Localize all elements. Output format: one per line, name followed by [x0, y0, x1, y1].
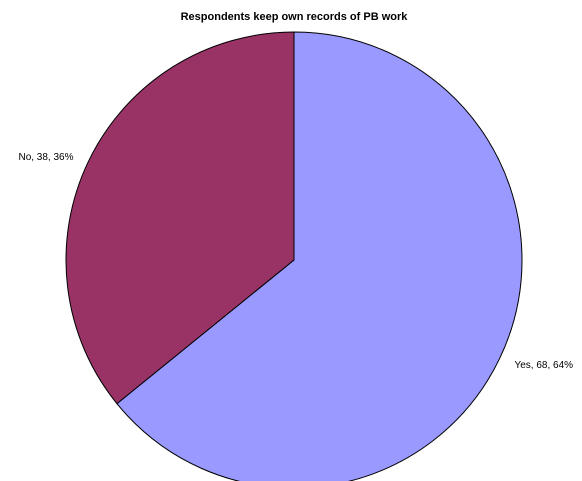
- pie-slice-no: [65, 31, 295, 405]
- chart-title: Respondents keep own records of PB work: [181, 11, 409, 23]
- pie-label-yes: Yes, 68, 64%: [514, 360, 573, 371]
- pie-labels: Yes, 68, 64% No, 38, 36%: [18, 152, 573, 371]
- pie-label-no: No, 38, 36%: [18, 152, 73, 163]
- pie-slice-yes: [116, 31, 523, 481]
- pie-slices: [65, 31, 523, 481]
